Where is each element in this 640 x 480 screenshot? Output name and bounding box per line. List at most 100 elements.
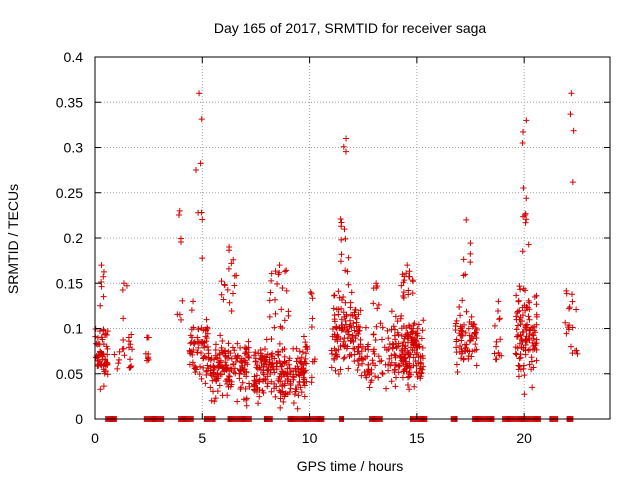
data-point [465, 325, 472, 332]
data-point [457, 312, 464, 319]
data-point [391, 366, 398, 373]
data-point [391, 351, 398, 358]
data-point [493, 343, 500, 350]
data-point [403, 358, 410, 365]
data-point [274, 281, 281, 287]
data-point [97, 302, 104, 309]
data-point [243, 396, 250, 403]
data-point [457, 323, 464, 330]
data-point [189, 351, 196, 358]
data-point [256, 386, 263, 393]
data-point [523, 195, 530, 202]
data-point [516, 363, 523, 370]
data-point [416, 365, 423, 372]
data-point [257, 350, 264, 357]
x-tick-label: 20 [516, 430, 532, 446]
data-point [228, 355, 235, 362]
data-point [283, 287, 290, 294]
data-point [533, 321, 540, 328]
data-point [233, 272, 240, 279]
data-point [411, 383, 418, 390]
data-point [398, 332, 405, 339]
data-point [418, 335, 425, 342]
data-point [238, 384, 245, 391]
data-point [189, 334, 196, 341]
data-point [211, 398, 218, 405]
data-point [533, 357, 540, 364]
data-point [308, 374, 315, 381]
data-point [463, 341, 470, 348]
data-point [330, 305, 337, 312]
data-point [218, 278, 225, 285]
data-point [566, 305, 573, 312]
data-point [281, 359, 288, 366]
data-point [362, 355, 369, 362]
data-point [516, 283, 523, 290]
data-point [338, 316, 345, 323]
data-point [226, 299, 233, 306]
data-point [283, 267, 290, 274]
data-point [302, 367, 309, 374]
data-point [400, 323, 407, 330]
data-point [281, 317, 288, 324]
data-point [279, 324, 286, 331]
data-point [348, 289, 355, 296]
data-point [243, 395, 250, 402]
data-point [568, 291, 575, 298]
data-point [462, 329, 469, 336]
y-tick-label: 0 [75, 411, 83, 427]
data-point [368, 377, 375, 384]
data-point [203, 316, 210, 323]
data-point [251, 377, 258, 384]
data-point [231, 347, 238, 354]
data-point [351, 358, 358, 365]
data-point [234, 398, 241, 405]
data-point [379, 370, 386, 377]
data-point [280, 371, 287, 378]
data-point [520, 213, 527, 220]
data-point [276, 269, 283, 276]
data-point [281, 353, 288, 360]
data-point [404, 339, 411, 346]
data-point [452, 326, 459, 333]
data-point [390, 341, 397, 348]
data-point [419, 327, 426, 334]
data-point [473, 362, 480, 369]
data-point [370, 346, 377, 353]
data-point [520, 128, 527, 135]
data-point [268, 336, 275, 343]
data-point [390, 323, 397, 330]
data-point [243, 402, 250, 409]
data-point [395, 369, 402, 376]
data-point [93, 340, 100, 347]
data-point [345, 281, 352, 288]
data-point [413, 351, 420, 358]
data-point [392, 374, 399, 381]
data-point [472, 341, 479, 348]
data-point [194, 349, 201, 356]
data-point [224, 286, 231, 293]
data-point [331, 356, 338, 363]
data-point [195, 344, 202, 351]
data-point [335, 311, 342, 318]
y-tick-label: 0.1 [64, 321, 84, 337]
data-point [202, 380, 209, 387]
data-point [298, 354, 305, 361]
data-point [459, 348, 466, 355]
data-point [340, 338, 347, 345]
y-tick-label: 0.4 [64, 49, 84, 65]
data-point [258, 360, 265, 367]
data-point [204, 324, 211, 331]
data-point [278, 306, 285, 313]
data-point [420, 363, 427, 370]
data-point [373, 280, 380, 287]
data-point [219, 337, 226, 344]
data-point [199, 338, 206, 345]
data-point [396, 353, 403, 360]
data-point [332, 367, 339, 374]
data-point [197, 363, 204, 370]
data-point [533, 346, 540, 353]
data-point [335, 288, 342, 295]
data-point [260, 369, 267, 376]
data-point [340, 294, 347, 301]
